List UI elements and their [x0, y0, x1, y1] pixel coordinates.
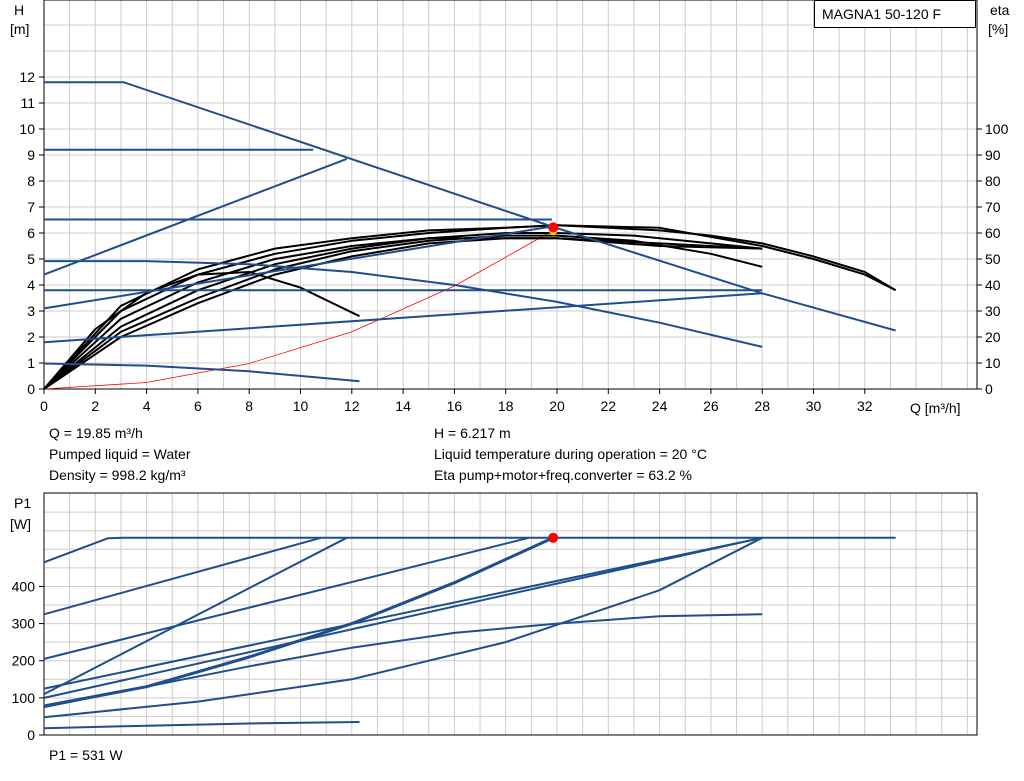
x-tick-label: 4: [143, 398, 151, 414]
info-liquid: Pumped liquid = Water: [49, 446, 191, 462]
x-tick-label: 2: [91, 398, 99, 414]
y2-tick-label: 100: [985, 121, 1009, 137]
x-tick-label: 22: [601, 398, 617, 414]
upper-plot-frame: [43, 0, 978, 390]
x-tick-label: 0: [40, 398, 48, 414]
x-axis-title: Q [m³/h]: [910, 400, 961, 416]
upper-grid: [43, 0, 978, 390]
y-tick-label: 1: [27, 355, 35, 371]
x-tick-label: 26: [703, 398, 719, 414]
y2-tick-label: 50: [985, 251, 1001, 267]
x-tick-label: 10: [293, 398, 309, 414]
power-curve: [43, 536, 763, 690]
y-tick-label: 0: [27, 381, 35, 397]
eta-curve: [43, 237, 763, 390]
y2-tick-label: 40: [985, 277, 1001, 293]
y2-tick-label: 20: [985, 329, 1001, 345]
y-tick-label: 7: [27, 199, 35, 215]
y-tick-label: 6: [27, 225, 35, 241]
y-tick-label: 11: [20, 95, 35, 111]
y2-tick-label: 10: [985, 355, 1001, 371]
y2-tick-label: 70: [985, 199, 1001, 215]
x-tick-label: 8: [245, 398, 253, 414]
power-curve: [43, 721, 360, 730]
y-axis-unit-p1: [W]: [10, 516, 31, 532]
power-curve: [43, 613, 763, 709]
y-tick-label: 8: [27, 173, 35, 189]
y-axis-unit-h: [m]: [10, 21, 30, 37]
y-tick-label: 3: [27, 303, 35, 319]
eta-curve: [43, 224, 897, 390]
eta-curve: [43, 237, 763, 390]
x-tick-label: 30: [806, 398, 822, 414]
power-curve: [43, 536, 530, 660]
info-q: Q = 19.85 m³/h: [49, 425, 143, 441]
lower-curves: [43, 532, 896, 730]
head-curve: [43, 292, 763, 344]
x-tick-label: 18: [498, 398, 514, 414]
y-axis-title-h: H: [14, 2, 25, 18]
y2-tick-label: 0: [985, 381, 993, 397]
y2-tick-label: 30: [985, 303, 1001, 319]
lower-plot-frame: [43, 492, 978, 736]
head-curve: [44, 260, 763, 348]
x-tick-label: 20: [549, 398, 565, 414]
model-label: MAGNA1 50-120 F: [814, 0, 976, 28]
info-h: H = 6.217 m: [434, 425, 511, 441]
power-curve: [43, 536, 896, 564]
y2-axis-unit-eta: [%]: [988, 21, 1009, 37]
x-tick-label: 28: [754, 398, 770, 414]
upper-curves: [43, 81, 897, 390]
p1-tick-label: 400: [12, 578, 36, 594]
y2-tick-label: 80: [985, 173, 1001, 189]
x-tick-label: 32: [857, 398, 873, 414]
y-tick-label: 5: [27, 251, 35, 267]
x-tick-label: 6: [194, 398, 202, 414]
x-tick-label: 16: [447, 398, 463, 414]
info-p1: P1 = 531 W: [49, 747, 123, 763]
p1-tick-label: 300: [12, 616, 36, 632]
y-tick-label: 9: [27, 147, 35, 163]
y-tick-label: 4: [27, 277, 35, 293]
eta-curve: [43, 224, 897, 390]
y2-tick-label: 90: [985, 147, 1001, 163]
y-tick-label: 12: [19, 69, 35, 85]
x-tick-label: 12: [344, 398, 360, 414]
head-curve: [44, 81, 896, 332]
power-curve: [43, 536, 348, 695]
p1-tick-label: 100: [12, 690, 36, 706]
operating-point-marker: [548, 222, 559, 233]
y2-tick-label: 60: [985, 225, 1001, 241]
head-curve: [43, 157, 348, 276]
power-curve: [43, 536, 763, 719]
system-curve: [43, 230, 554, 390]
operating-point-power: [548, 532, 559, 543]
y-axis-title-p1: P1: [14, 495, 32, 511]
y-tick-label: 2: [27, 329, 35, 345]
lower-grid: [43, 492, 978, 736]
lower-axis-ticks: 0 100 200 300 400: [12, 578, 44, 743]
info-density: Density = 998.2 kg/m³: [49, 467, 186, 483]
x-tick-label: 24: [652, 398, 668, 414]
y-tick-label: 10: [19, 121, 35, 137]
head-curve: [43, 225, 553, 310]
power-curve: [43, 536, 763, 699]
x-tick-label: 14: [395, 398, 411, 414]
p1-tick-label: 0: [27, 727, 35, 743]
info-temp: Liquid temperature during operation = 20…: [434, 446, 707, 462]
head-curve: [43, 362, 360, 383]
y2-axis-title-eta: eta: [990, 2, 1010, 18]
info-eta: Eta pump+motor+freq.converter = 63.2 %: [434, 467, 692, 483]
power-curve: [43, 536, 322, 616]
p1-tick-label: 200: [12, 653, 36, 669]
